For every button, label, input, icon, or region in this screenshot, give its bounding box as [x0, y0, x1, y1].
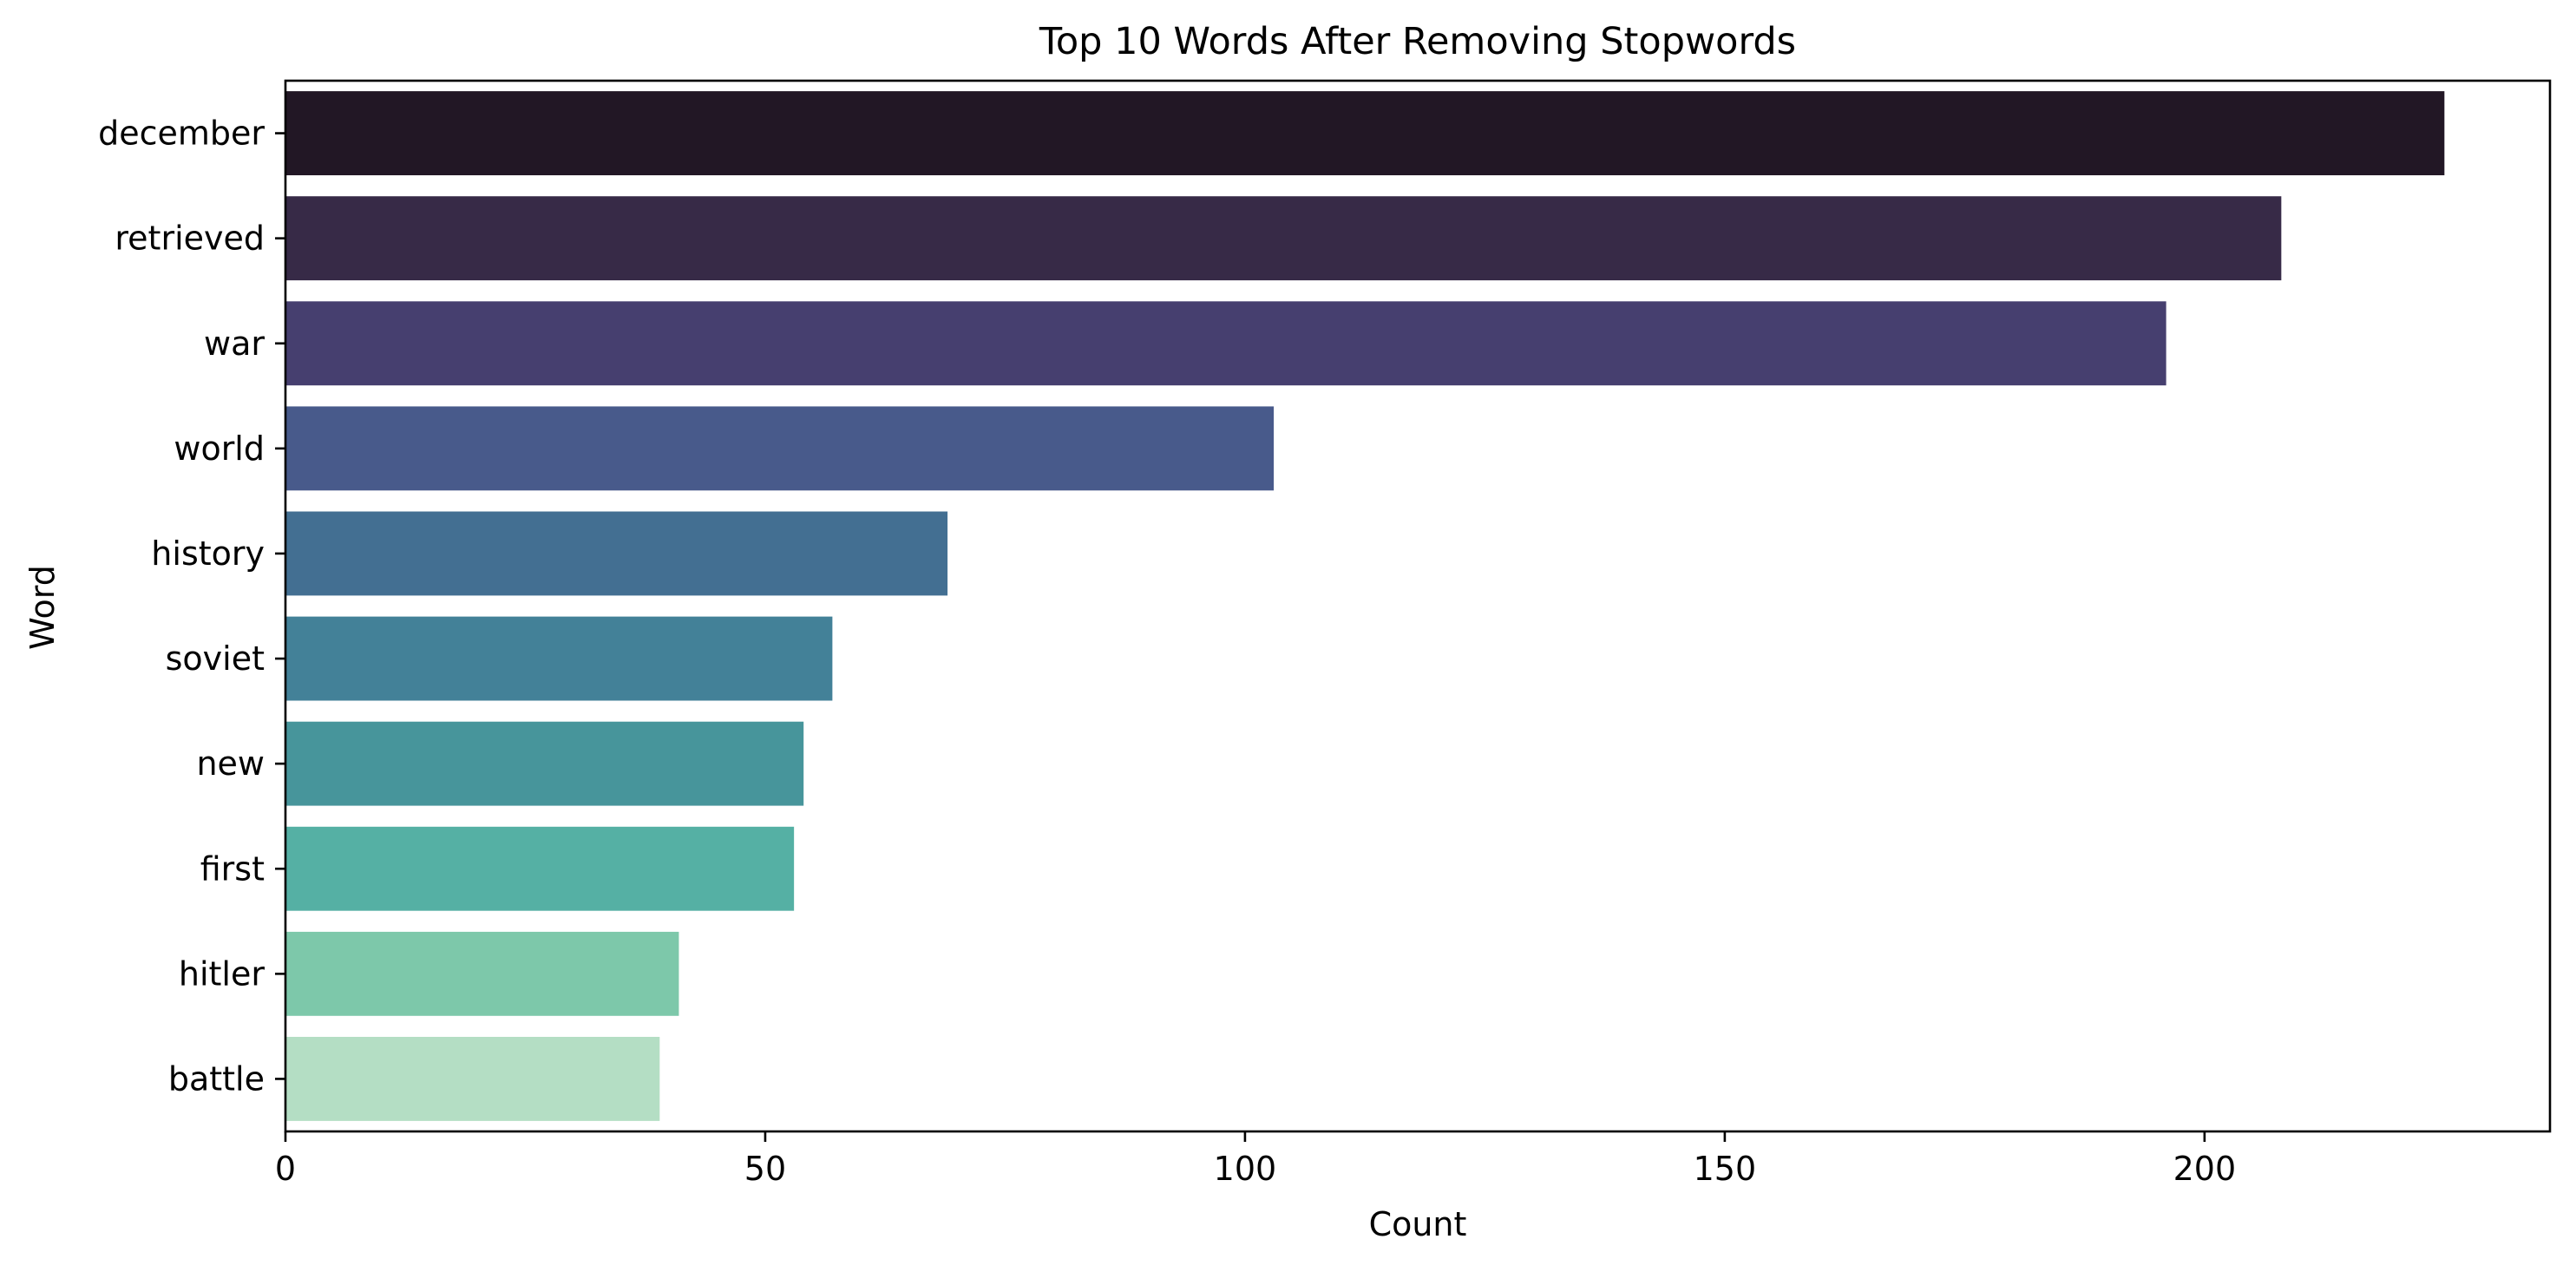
- bar-new: [285, 721, 804, 806]
- y-tick-label-new: new: [196, 744, 265, 783]
- x-tick-label-200: 200: [2173, 1150, 2237, 1188]
- x-axis-label: Count: [1369, 1205, 1467, 1243]
- y-tick-label-battle: battle: [168, 1059, 265, 1098]
- y-tick-label-december: december: [98, 115, 265, 153]
- bar-december: [285, 91, 2445, 175]
- y-axis-label: Word: [23, 565, 62, 650]
- y-tick-label-retrieved: retrieved: [115, 220, 265, 258]
- bar-battle: [285, 1037, 660, 1121]
- y-tick-label-first: first: [200, 849, 265, 888]
- plot-frame: [284, 79, 2552, 1133]
- bar-world: [285, 406, 1275, 491]
- y-tick-label-hitler: hitler: [179, 954, 265, 993]
- y-tick-label-history: history: [151, 534, 265, 573]
- x-tick-label-0: 0: [275, 1150, 296, 1188]
- bar-hitler: [285, 931, 679, 1016]
- chart-title: Top 10 Words After Removing Stopwords: [1039, 20, 1796, 63]
- x-tick-label-100: 100: [1214, 1150, 1277, 1188]
- x-axis: 0 50 100 150 200: [275, 1131, 2236, 1188]
- bar-war: [285, 301, 2166, 386]
- y-tick-label-war: war: [204, 325, 265, 363]
- y-tick-label-soviet: soviet: [166, 639, 265, 678]
- y-tick-label-world: world: [174, 429, 265, 468]
- bar-history: [285, 511, 948, 596]
- bar-soviet: [285, 616, 833, 701]
- y-axis: december retrieved war world history soviet ne…: [98, 115, 285, 1098]
- x-tick-label-150: 150: [1694, 1150, 1757, 1188]
- bars-layer: [285, 91, 2445, 1121]
- x-tick-label-50: 50: [744, 1150, 786, 1188]
- bar-retrieved: [285, 196, 2282, 281]
- bar-first: [285, 826, 795, 911]
